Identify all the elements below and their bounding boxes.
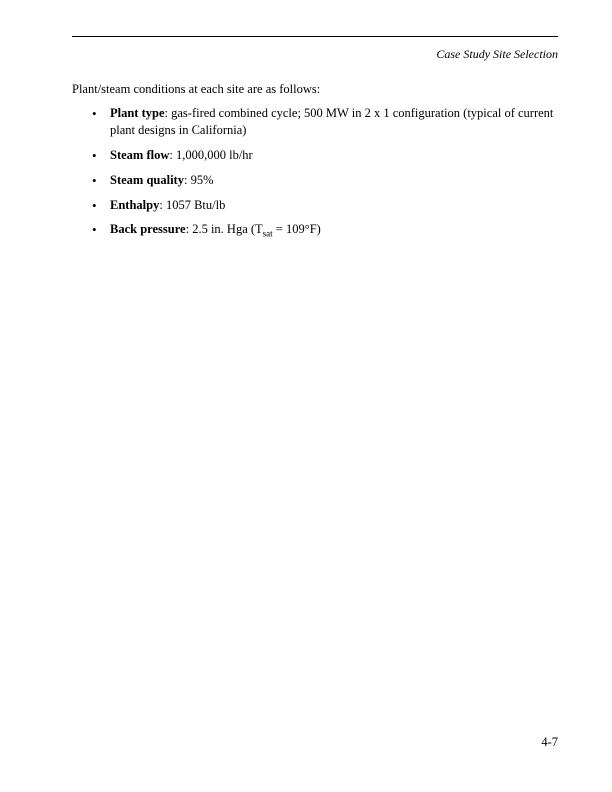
- list-item: Enthalpy: 1057 Btu/lb: [92, 197, 558, 214]
- item-label: Steam flow: [110, 148, 169, 162]
- item-label: Steam quality: [110, 173, 184, 187]
- item-text: : 1,000,000 lb/hr: [169, 148, 252, 162]
- list-item: Steam quality: 95%: [92, 172, 558, 189]
- item-text: : 1057 Btu/lb: [159, 198, 225, 212]
- section-header: Case Study Site Selection: [72, 47, 558, 62]
- intro-text: Plant/steam conditions at each site are …: [72, 82, 558, 97]
- item-text-before: : 2.5 in. Hga (T: [186, 222, 263, 236]
- item-subscript: sat: [263, 229, 273, 239]
- top-rule: [72, 36, 558, 37]
- item-label: Back pressure: [110, 222, 186, 236]
- item-label: Plant type: [110, 106, 165, 120]
- list-item: Plant type: gas-fired combined cycle; 50…: [92, 105, 558, 139]
- list-item: Back pressure: 2.5 in. Hga (Tsat = 109°F…: [92, 221, 558, 238]
- item-text: : 95%: [184, 173, 214, 187]
- conditions-list: Plant type: gas-fired combined cycle; 50…: [72, 105, 558, 238]
- item-text: : gas-fired combined cycle; 500 MW in 2 …: [110, 106, 553, 137]
- item-label: Enthalpy: [110, 198, 159, 212]
- list-item: Steam flow: 1,000,000 lb/hr: [92, 147, 558, 164]
- page-container: Case Study Site Selection Plant/steam co…: [0, 0, 612, 792]
- item-text-after: = 109°F): [273, 222, 321, 236]
- page-number: 4-7: [541, 735, 558, 750]
